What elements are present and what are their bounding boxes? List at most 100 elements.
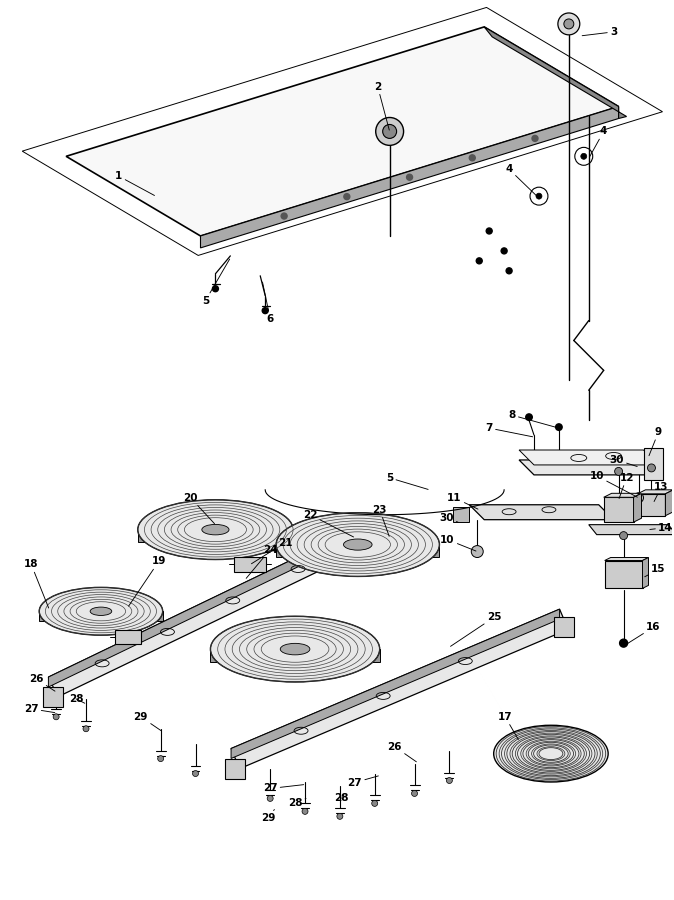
Polygon shape bbox=[210, 649, 379, 662]
Text: 4: 4 bbox=[590, 126, 607, 158]
Circle shape bbox=[564, 19, 574, 29]
Ellipse shape bbox=[90, 608, 112, 616]
Polygon shape bbox=[200, 106, 619, 248]
Polygon shape bbox=[43, 687, 63, 707]
Polygon shape bbox=[276, 544, 439, 557]
FancyBboxPatch shape bbox=[235, 556, 266, 572]
Circle shape bbox=[406, 175, 412, 180]
Polygon shape bbox=[225, 759, 245, 778]
Polygon shape bbox=[49, 520, 375, 687]
Circle shape bbox=[619, 532, 627, 540]
Text: 27: 27 bbox=[263, 784, 304, 794]
Circle shape bbox=[267, 796, 273, 801]
Polygon shape bbox=[644, 448, 663, 480]
Polygon shape bbox=[638, 490, 673, 494]
Ellipse shape bbox=[280, 644, 310, 655]
Text: 10: 10 bbox=[440, 535, 476, 551]
Circle shape bbox=[383, 124, 396, 139]
Polygon shape bbox=[642, 557, 648, 589]
Text: 30: 30 bbox=[439, 513, 458, 523]
Text: 13: 13 bbox=[654, 482, 669, 501]
Text: 2: 2 bbox=[374, 82, 390, 130]
Text: 29: 29 bbox=[133, 712, 162, 731]
Text: 19: 19 bbox=[129, 556, 166, 606]
Polygon shape bbox=[605, 557, 648, 561]
Circle shape bbox=[337, 814, 343, 819]
Text: 17: 17 bbox=[498, 712, 518, 740]
Text: 28: 28 bbox=[334, 794, 349, 804]
Circle shape bbox=[469, 155, 475, 161]
Circle shape bbox=[486, 228, 492, 234]
Ellipse shape bbox=[39, 588, 162, 635]
Polygon shape bbox=[519, 450, 658, 465]
Circle shape bbox=[193, 770, 199, 777]
Circle shape bbox=[281, 213, 287, 219]
Text: 27: 27 bbox=[24, 704, 55, 714]
Polygon shape bbox=[519, 460, 658, 475]
Circle shape bbox=[615, 467, 623, 475]
Text: 1: 1 bbox=[115, 171, 154, 195]
Polygon shape bbox=[39, 611, 162, 621]
Text: 21: 21 bbox=[251, 537, 293, 563]
Circle shape bbox=[446, 778, 452, 784]
Polygon shape bbox=[605, 561, 642, 589]
Circle shape bbox=[53, 714, 59, 720]
Circle shape bbox=[372, 800, 377, 806]
Text: 28: 28 bbox=[288, 798, 306, 808]
Circle shape bbox=[555, 423, 563, 431]
Text: 23: 23 bbox=[373, 505, 389, 536]
Circle shape bbox=[501, 248, 507, 254]
Text: 12: 12 bbox=[619, 472, 634, 499]
Polygon shape bbox=[665, 490, 673, 516]
Text: 25: 25 bbox=[450, 612, 501, 646]
Circle shape bbox=[558, 13, 580, 35]
Circle shape bbox=[506, 268, 512, 274]
Text: 6: 6 bbox=[262, 282, 274, 324]
Text: 27: 27 bbox=[348, 776, 378, 788]
Polygon shape bbox=[231, 609, 559, 759]
Polygon shape bbox=[231, 609, 568, 769]
Text: 15: 15 bbox=[645, 564, 666, 577]
Circle shape bbox=[619, 639, 627, 647]
Polygon shape bbox=[454, 507, 469, 522]
Circle shape bbox=[536, 194, 542, 199]
Text: 9: 9 bbox=[649, 428, 662, 455]
Circle shape bbox=[412, 790, 417, 796]
Ellipse shape bbox=[276, 513, 439, 576]
Polygon shape bbox=[66, 27, 619, 236]
Text: 22: 22 bbox=[303, 509, 354, 537]
Circle shape bbox=[302, 808, 308, 814]
Circle shape bbox=[581, 153, 587, 159]
Text: 26: 26 bbox=[388, 742, 417, 761]
Circle shape bbox=[634, 493, 644, 503]
Circle shape bbox=[262, 308, 268, 313]
Polygon shape bbox=[634, 493, 642, 522]
Text: 28: 28 bbox=[69, 694, 85, 704]
Text: 7: 7 bbox=[485, 423, 532, 436]
Circle shape bbox=[375, 118, 404, 146]
Polygon shape bbox=[604, 493, 642, 498]
Ellipse shape bbox=[344, 539, 372, 550]
Circle shape bbox=[525, 413, 533, 421]
Ellipse shape bbox=[137, 500, 293, 560]
Text: 24: 24 bbox=[246, 544, 278, 579]
Text: 3: 3 bbox=[582, 27, 617, 37]
Text: 30: 30 bbox=[609, 455, 637, 466]
Text: 20: 20 bbox=[183, 493, 214, 524]
Polygon shape bbox=[484, 27, 627, 119]
Circle shape bbox=[471, 545, 483, 557]
Polygon shape bbox=[49, 520, 384, 697]
Circle shape bbox=[648, 464, 655, 472]
Circle shape bbox=[344, 194, 350, 200]
Polygon shape bbox=[137, 529, 293, 542]
Text: 14: 14 bbox=[650, 523, 673, 533]
Polygon shape bbox=[638, 494, 665, 516]
Circle shape bbox=[477, 258, 482, 264]
FancyBboxPatch shape bbox=[115, 630, 141, 644]
Circle shape bbox=[212, 285, 218, 292]
Ellipse shape bbox=[202, 525, 229, 535]
Text: 18: 18 bbox=[24, 560, 49, 608]
Circle shape bbox=[532, 135, 538, 141]
Text: 16: 16 bbox=[627, 622, 661, 644]
Text: 5: 5 bbox=[202, 259, 230, 306]
